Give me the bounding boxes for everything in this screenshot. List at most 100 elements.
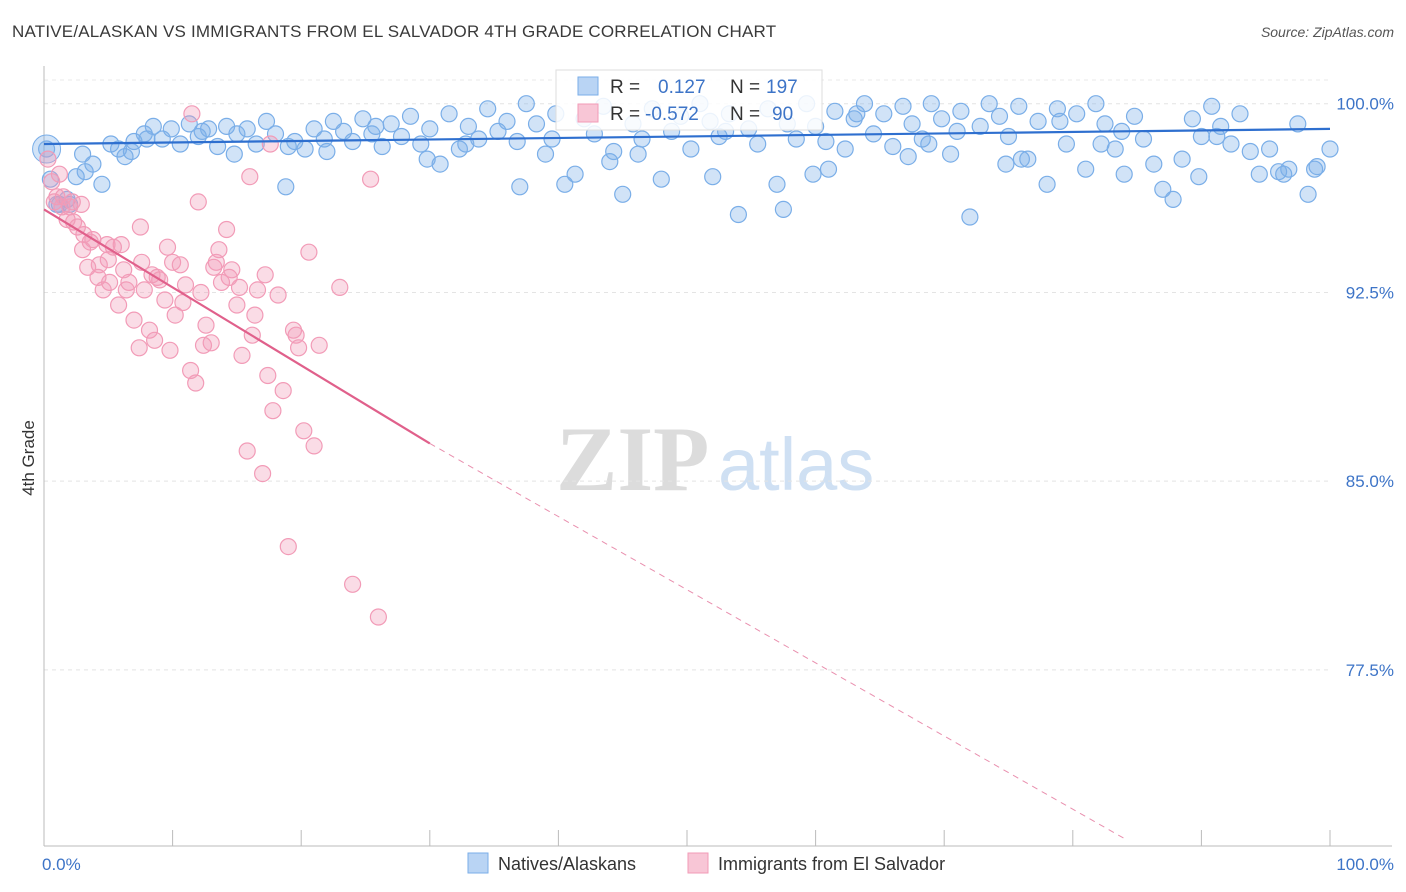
natives-point-129	[1260, 140, 1279, 158]
salvador-point-66	[220, 268, 238, 286]
salvador-point-23	[156, 291, 174, 309]
natives-point-32	[324, 112, 342, 131]
natives-point-69	[682, 140, 700, 158]
natives-point-112	[1096, 115, 1114, 133]
natives-point-137	[138, 130, 156, 148]
natives-point-145	[899, 148, 917, 166]
salvador-point-51	[300, 243, 318, 261]
salvador-point-87	[230, 278, 249, 296]
natives-point-123	[1203, 97, 1221, 115]
series-natives-alaskans	[32, 95, 1339, 226]
natives-point-92	[903, 115, 921, 133]
salvador-point-48	[284, 321, 303, 339]
natives-point-163	[1208, 127, 1226, 146]
salvador-point-25	[166, 306, 184, 324]
salvador-point-77	[98, 236, 116, 254]
salvador-point-59	[117, 281, 135, 299]
salvador-point-21	[146, 331, 164, 349]
stat-n-label-2: N =	[730, 104, 760, 125]
salvador-point-27	[176, 276, 195, 294]
natives-point-5	[73, 145, 92, 163]
natives-point-164	[1305, 160, 1324, 178]
salvador-point-65	[210, 241, 228, 259]
natives-point-74	[729, 205, 748, 224]
natives-point-121	[1183, 110, 1202, 128]
natives-point-94	[922, 95, 940, 113]
natives-point-99	[971, 117, 989, 136]
natives-point-139	[318, 142, 336, 161]
natives-point-85	[836, 140, 854, 158]
salvador-point-29	[187, 374, 205, 392]
stat-r-value-1: 0.127	[658, 77, 706, 98]
salvador-point-24	[161, 341, 179, 359]
salvador-point-54	[54, 188, 72, 206]
gridlines	[44, 79, 1330, 671]
natives-point-114	[1115, 165, 1133, 183]
salvador-point-75	[183, 105, 201, 123]
natives-point-29	[296, 140, 314, 158]
salvador-point-74	[189, 193, 207, 211]
natives-point-159	[819, 160, 838, 178]
watermark-atlas: atlas	[718, 423, 874, 506]
natives-point-24	[247, 135, 265, 153]
natives-point-134	[1308, 158, 1326, 176]
salvador-point-70	[369, 608, 387, 626]
natives-point-90	[884, 137, 902, 156]
natives-point-141	[511, 178, 529, 196]
salvador-point-88	[261, 135, 279, 153]
natives-point-64	[633, 130, 651, 148]
natives-point-46	[459, 117, 477, 136]
natives-point-166	[774, 200, 793, 218]
stats-legend: R = 0.127 N = 197 R = -0.572 N = 90	[555, 69, 823, 131]
natives-point-4	[67, 168, 85, 186]
natives-point-125	[1222, 135, 1240, 153]
stats-swatch-natives	[577, 76, 599, 96]
chart-title: NATIVE/ALASKAN VS IMMIGRANTS FROM EL SAL…	[12, 22, 777, 41]
salvador-point-41	[248, 281, 267, 299]
natives-point-50	[498, 112, 516, 131]
natives-point-40	[401, 107, 420, 125]
natives-point-169	[1051, 112, 1069, 131]
natives-point-23	[238, 120, 256, 138]
salvador-point-35	[218, 220, 236, 239]
salvador-point-73	[241, 168, 259, 186]
natives-point-133	[1299, 185, 1317, 203]
natives-point-136	[76, 163, 94, 181]
salvador-point-49	[290, 339, 308, 357]
natives-point-89	[875, 105, 893, 123]
salvador-trend-extension	[429, 442, 1125, 839]
salvador-point-79	[45, 193, 63, 211]
natives-point-97	[952, 102, 970, 120]
natives-point-140	[418, 150, 436, 168]
natives-point-27	[277, 178, 295, 196]
natives-point-115	[1125, 107, 1144, 125]
natives-point-17	[180, 115, 198, 133]
y-tick-label-2: 85.0%	[1346, 472, 1394, 491]
natives-point-84	[826, 102, 844, 120]
x-tick-label-1: 100.0%	[1336, 855, 1394, 874]
y-tick-labels: 100.0% 92.5% 85.0% 77.5%	[1336, 95, 1394, 680]
y-tick-label-3: 77.5%	[1346, 661, 1394, 680]
salvador-point-15	[115, 261, 133, 279]
salvador-point-46	[274, 382, 292, 400]
natives-point-37	[373, 137, 391, 156]
salvador-point-20	[140, 321, 159, 339]
natives-point-100	[980, 95, 998, 113]
natives-point-116	[1134, 130, 1153, 148]
series-immigrants-el-salvador	[39, 105, 387, 626]
legend: Natives/Alaskans Immigrants from El Salv…	[467, 852, 945, 874]
salvador-point-17	[125, 311, 143, 329]
natives-point-157	[629, 145, 647, 163]
natives-point-31	[315, 130, 333, 148]
natives-point-154	[367, 117, 385, 136]
natives-point-149	[1275, 165, 1293, 183]
natives-point-138	[225, 145, 243, 163]
natives-point-107	[1048, 100, 1067, 118]
natives-point-86	[845, 110, 863, 128]
salvador-point-62	[158, 238, 177, 256]
natives-point-105	[1029, 112, 1047, 131]
salvador-point-58	[100, 273, 119, 291]
salvador-point-72	[362, 170, 380, 188]
salvador-point-44	[264, 402, 282, 420]
